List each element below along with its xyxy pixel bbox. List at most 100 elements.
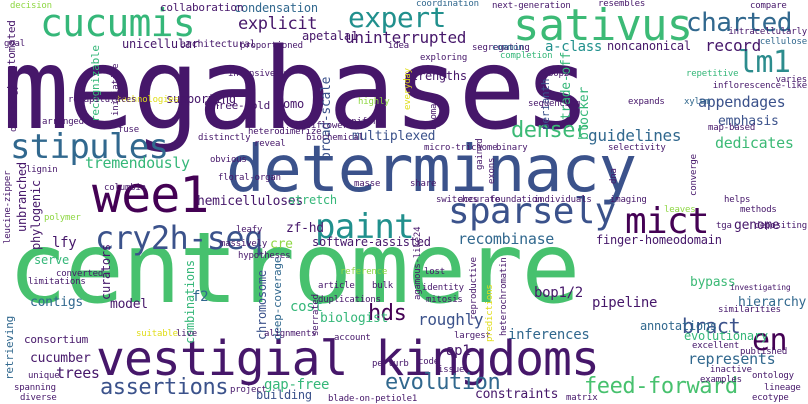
word-one-third: collaboration [160,1,244,14]
word-arranged: arranged [42,117,84,127]
word-building: building [256,388,312,402]
word-goal: decision [10,1,52,11]
word-trees: trees [56,364,100,382]
word-reproductive: reproductive [469,257,479,320]
word-lineage: lineage [764,383,801,393]
word-perturb: perturb [372,359,409,369]
word-map-based: sequencing [528,99,581,109]
word-binary: selectivity [608,143,666,153]
word-spanning: spanning [14,383,56,393]
word-cucumis: cucumis [40,1,196,45]
word-recognizable: recognizable [89,45,102,122]
word-decision: exploring [420,53,468,63]
word-genome: genome [734,218,780,233]
word-leaves: helps [724,195,751,205]
word-apetala1: apetala1 [302,29,358,43]
word-obvious: floral-organ [218,173,281,183]
word-three-fold: three-fold [206,99,271,112]
word-intracellularly: goal [4,39,25,49]
word-unicellular: unicellular [122,37,199,51]
word-resembles: compare [750,1,787,11]
word-examples: examples [700,375,742,385]
word-converted: limitations [28,277,86,287]
word-methods: tga [716,221,732,231]
word-lost: lost [424,267,445,277]
word-broad-scale: broad-scale [319,76,334,160]
word-sativus: sativus [513,0,693,51]
word-hemicelluloses: hemicelluloses [197,194,303,209]
word-dedicates: dedicates [715,134,794,152]
word-uninterrupted: uninterrupted [345,28,467,47]
word-recombinase: recombinase [458,230,555,248]
word-tga: depositing [754,221,808,231]
word-expert: expert [348,1,446,34]
word-megabases: megabases [2,25,591,155]
word-strengths: strengths [404,69,467,83]
word-converge: dna [609,168,619,184]
word-unique: unique [28,371,60,381]
word-predictions: predictions [485,284,495,342]
word-biologist: biologist [320,311,389,326]
word-columbia: polymer [44,213,81,223]
word-denser: denser [511,118,588,143]
word-floral-organ: columbia [104,183,146,193]
word-largest: largest [454,331,491,341]
word-published: published [740,347,788,357]
word-agamous-like24: agamous-like24 [413,226,423,300]
word-live: live [176,329,197,339]
word-software-assisted: software-assisted [312,235,431,249]
word-duplications: duplications [318,295,381,305]
word-matrix: matrix [566,393,598,403]
word-xylem: intensively [228,69,286,79]
word-bulk: bulk [372,281,393,291]
word-segregating: common [492,43,524,53]
word-constraints: constraints [475,387,559,402]
word-guidelines: guidelines [588,126,682,145]
word-gained: biomass [429,93,439,130]
word-foundation: individuals [534,195,592,205]
word-inferences: inferences [508,327,590,343]
word-cre: cre [270,237,293,252]
word-share: switches [436,195,478,205]
word-technologies: cal [204,99,220,109]
word-multiplexed: multiplexed [352,129,436,144]
word-lfy: lfy [52,235,77,251]
word-explicit: explicit [238,14,318,34]
word-ecotype: ecotype [752,393,789,403]
word-finger-homeodomain: finger-homeodomain [596,233,722,247]
word-mict: mict [625,201,710,242]
word-f2: f2 [192,289,209,305]
word-bop2: varies [775,75,808,85]
word-serve: serve [34,253,69,267]
word-individuals: imaging [610,195,647,205]
word-initiative: recapitulates [68,95,137,105]
word-imaging: leaves [664,205,696,215]
word-cost: cost [290,299,323,315]
word-hypotheses: leafy [236,225,263,235]
word-orthology: orthology [9,84,19,132]
word-account: account [334,333,371,343]
word-exons: gained [475,138,485,170]
word-suitable: suitable [136,329,178,339]
word-annotations: annotations [640,319,717,333]
word-consortium: consortium [24,333,89,346]
word-contigs: contigs [30,295,83,310]
word-collaboration: coordination [416,0,479,9]
word-expands: xylem [684,97,711,107]
word-serrated: serrated [311,294,321,336]
word-zf-hd: zf-hd [286,221,324,236]
word-biomass: everyday [403,68,413,110]
word-compare: intracellularly [728,27,807,37]
word-fuse: distinctly [198,133,251,143]
word-mitosis: mitosis [426,295,463,305]
word-distinctly: obvious [210,155,247,165]
word-reference: reference [340,267,388,277]
word-limitations: leucine-zipper [3,170,13,244]
word-centromere: centromere [8,212,580,326]
word-sparsely: sparsely [448,191,616,232]
word-noncanonical: noncanonical [607,39,691,53]
word-biochemical: micro-trichome [424,143,498,153]
word-idea: segregating [472,43,530,53]
word-paint: paint [315,207,415,247]
word-heterochromatin: heterochromatin [499,257,509,336]
